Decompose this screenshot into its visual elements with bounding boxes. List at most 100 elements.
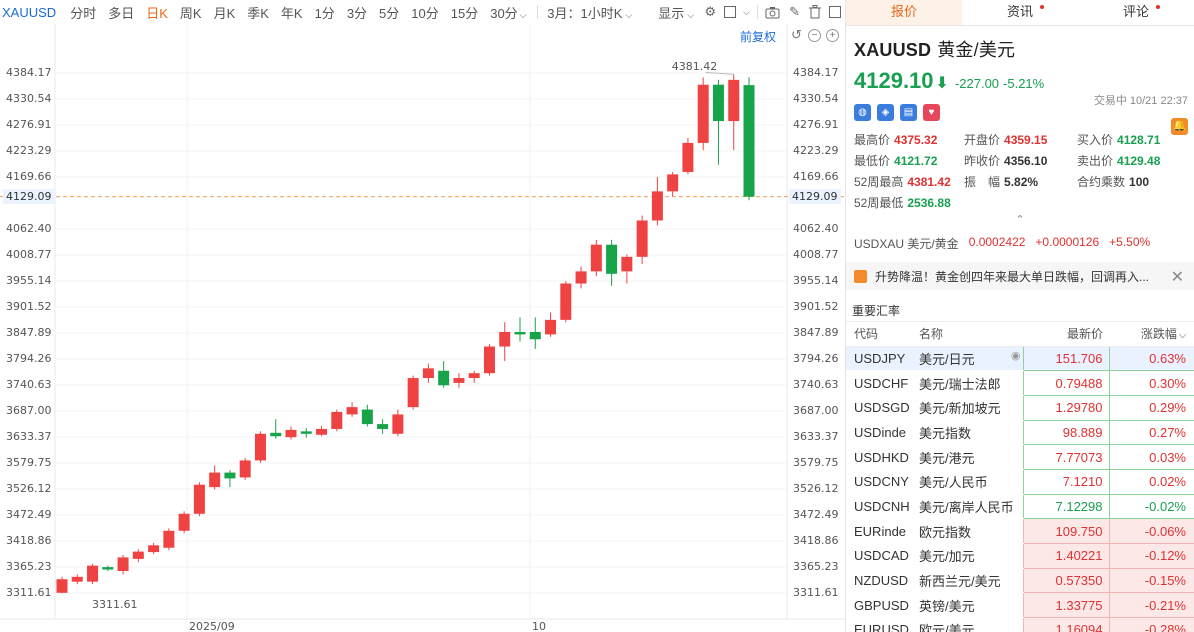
candle-body[interactable] [621, 256, 633, 272]
period-fenshi[interactable]: 分时 [70, 5, 97, 21]
candle-body[interactable] [270, 432, 282, 437]
candle-body[interactable] [56, 579, 68, 593]
candle-body[interactable] [102, 567, 114, 570]
candle-body[interactable] [148, 545, 160, 553]
candle-body[interactable] [468, 373, 480, 379]
candle-body[interactable] [606, 244, 618, 274]
zoom-out-icon[interactable]: − [808, 29, 821, 42]
table-row[interactable]: USDSGD 美元/新加坡元 1.29780 0.29% [846, 394, 1194, 421]
heart-icon[interactable]: ♥ [923, 104, 940, 121]
table-row[interactable]: GBPUSD 英镑/美元 1.33775 -0.21% [846, 592, 1194, 619]
candle-body[interactable] [239, 460, 251, 478]
candle-body[interactable] [117, 557, 129, 571]
chevron-down-icon[interactable]: ⌵ [743, 6, 750, 17]
chart-canvas[interactable] [0, 24, 845, 632]
period-1min[interactable]: 1分 [314, 5, 335, 21]
candle-body[interactable] [346, 407, 358, 415]
tab-news[interactable]: 资讯 [962, 0, 1078, 25]
collapse-icon[interactable]: ⌃ [1015, 214, 1025, 226]
bell-icon[interactable]: 🔔 [1171, 118, 1188, 135]
candle-body[interactable] [712, 84, 724, 122]
candle-body[interactable] [316, 428, 328, 435]
period-10min[interactable]: 10分 [411, 5, 439, 21]
candle-body[interactable] [697, 84, 709, 143]
candle-body[interactable] [285, 429, 297, 438]
globe-icon[interactable]: ◍ [854, 104, 871, 121]
display-menu[interactable]: 显示 ⌵ [652, 3, 700, 22]
candle-body[interactable] [743, 85, 755, 197]
candle-body[interactable] [407, 378, 419, 408]
trash-icon[interactable] [808, 4, 821, 20]
candle-body[interactable] [132, 551, 144, 559]
close-icon[interactable]: ✕ [1170, 269, 1184, 286]
col-price[interactable]: 最新价 [1023, 322, 1109, 347]
candle-body[interactable] [224, 472, 236, 479]
table-row[interactable]: EURinde 欧元指数 109.750 -0.06% [846, 518, 1194, 544]
period-3min[interactable]: 3分 [346, 5, 368, 21]
candle-body[interactable] [483, 346, 495, 374]
usdxau-row[interactable]: USDXAU 美元/黄金 0.0002422 +0.0000126 +5.50% [854, 235, 1186, 252]
bookmark-icon[interactable]: ▤ [900, 104, 917, 121]
period-30min[interactable]: 30分 ⌵ [484, 3, 532, 22]
candle-body[interactable] [651, 191, 663, 221]
camera-icon[interactable] [765, 4, 780, 20]
table-row[interactable]: USDJPY 美元/日元 ◉ 151.706 0.63% [846, 345, 1194, 372]
adjust-mode[interactable]: 前复权 [740, 30, 777, 44]
candle-body[interactable] [361, 409, 373, 425]
reset-icon[interactable]: ↺ [791, 27, 802, 42]
table-row[interactable]: USDCAD 美元/加元 1.40221 -0.12% [846, 543, 1194, 569]
candle-body[interactable] [377, 424, 389, 429]
candle-body[interactable] [728, 79, 740, 122]
period-15min[interactable]: 15分 [450, 5, 479, 21]
period-monthly[interactable]: 月K [213, 5, 236, 21]
candle-body[interactable] [178, 513, 190, 531]
candle-body[interactable] [453, 378, 465, 383]
candle-body[interactable] [300, 431, 312, 434]
candle-body[interactable] [392, 414, 404, 434]
candle-body[interactable] [71, 576, 83, 582]
candle-body[interactable] [560, 283, 572, 320]
period-5min[interactable]: 5分 [379, 5, 400, 21]
period-quarterly[interactable]: 季K [247, 5, 269, 21]
candle-body[interactable] [545, 319, 557, 335]
candle-body[interactable] [575, 271, 587, 284]
candle-body[interactable] [163, 530, 175, 548]
table-row[interactable]: USDCNY 美元/人民币 7.1210 0.02% [846, 468, 1194, 495]
tag-icon[interactable]: ◈ [877, 104, 894, 121]
table-row[interactable]: NZDUSD 新西兰元/美元 0.57350 -0.15% [846, 567, 1194, 594]
window-icon[interactable] [828, 4, 841, 20]
range-select[interactable]: 3月：1小时K ⌵ [541, 3, 638, 22]
candle-body[interactable] [438, 370, 450, 386]
candle-body[interactable] [667, 174, 679, 192]
col-code[interactable]: 代码 [846, 322, 913, 347]
candlestick-chart[interactable]: 前复权 ↺ − + 4384.17 4330.54 4276.91 4223.29 41… [0, 24, 845, 632]
candle-body[interactable] [422, 368, 434, 379]
eye-icon[interactable]: ◉ [1010, 349, 1021, 362]
col-name[interactable]: 名称 [913, 322, 1023, 347]
candle-body[interactable] [499, 331, 511, 347]
period-duori[interactable]: 多日 [108, 5, 135, 21]
table-row[interactable]: USDHKD 美元/港元 7.77073 0.03% [846, 444, 1194, 470]
table-row[interactable]: USDCNH 美元/离岸人民币 7.12298 -0.02% [846, 493, 1194, 520]
table-row[interactable]: USDCHF 美元/瑞士法郎 0.79488 0.30% [846, 370, 1194, 396]
news-text[interactable]: 升势降温！黄金创四年来最大单日跌幅，回调再入... [875, 269, 1150, 284]
tab-comments[interactable]: 评论 [1078, 0, 1194, 25]
col-change[interactable]: 涨跌幅 ⌵ [1109, 322, 1194, 347]
candle-body[interactable] [529, 331, 541, 340]
period-weekly[interactable]: 周K [179, 5, 202, 21]
period-yearly[interactable]: 年K [280, 5, 303, 21]
period-daily[interactable]: 日K [146, 5, 168, 21]
tab-quote[interactable]: 报价 [846, 0, 962, 25]
table-row[interactable]: USDinde 美元指数 98.889 0.27% [846, 419, 1194, 446]
candle-body[interactable] [514, 331, 526, 335]
candle-body[interactable] [209, 472, 221, 488]
candle-body[interactable] [590, 244, 602, 272]
candle-body[interactable] [331, 411, 343, 429]
symbol-selector[interactable]: XAUUSD [2, 4, 57, 20]
candle-body[interactable] [682, 142, 694, 172]
table-row[interactable]: EURUSD 欧元/美元 1.16094 -0.28% [846, 617, 1194, 632]
pencil-icon[interactable]: ✎ [789, 4, 800, 19]
news-banner[interactable]: 升势降温！黄金创四年来最大单日跌幅，回调再入... ✕ [846, 262, 1194, 290]
candle-body[interactable] [87, 565, 99, 582]
candle-body[interactable] [254, 433, 266, 461]
